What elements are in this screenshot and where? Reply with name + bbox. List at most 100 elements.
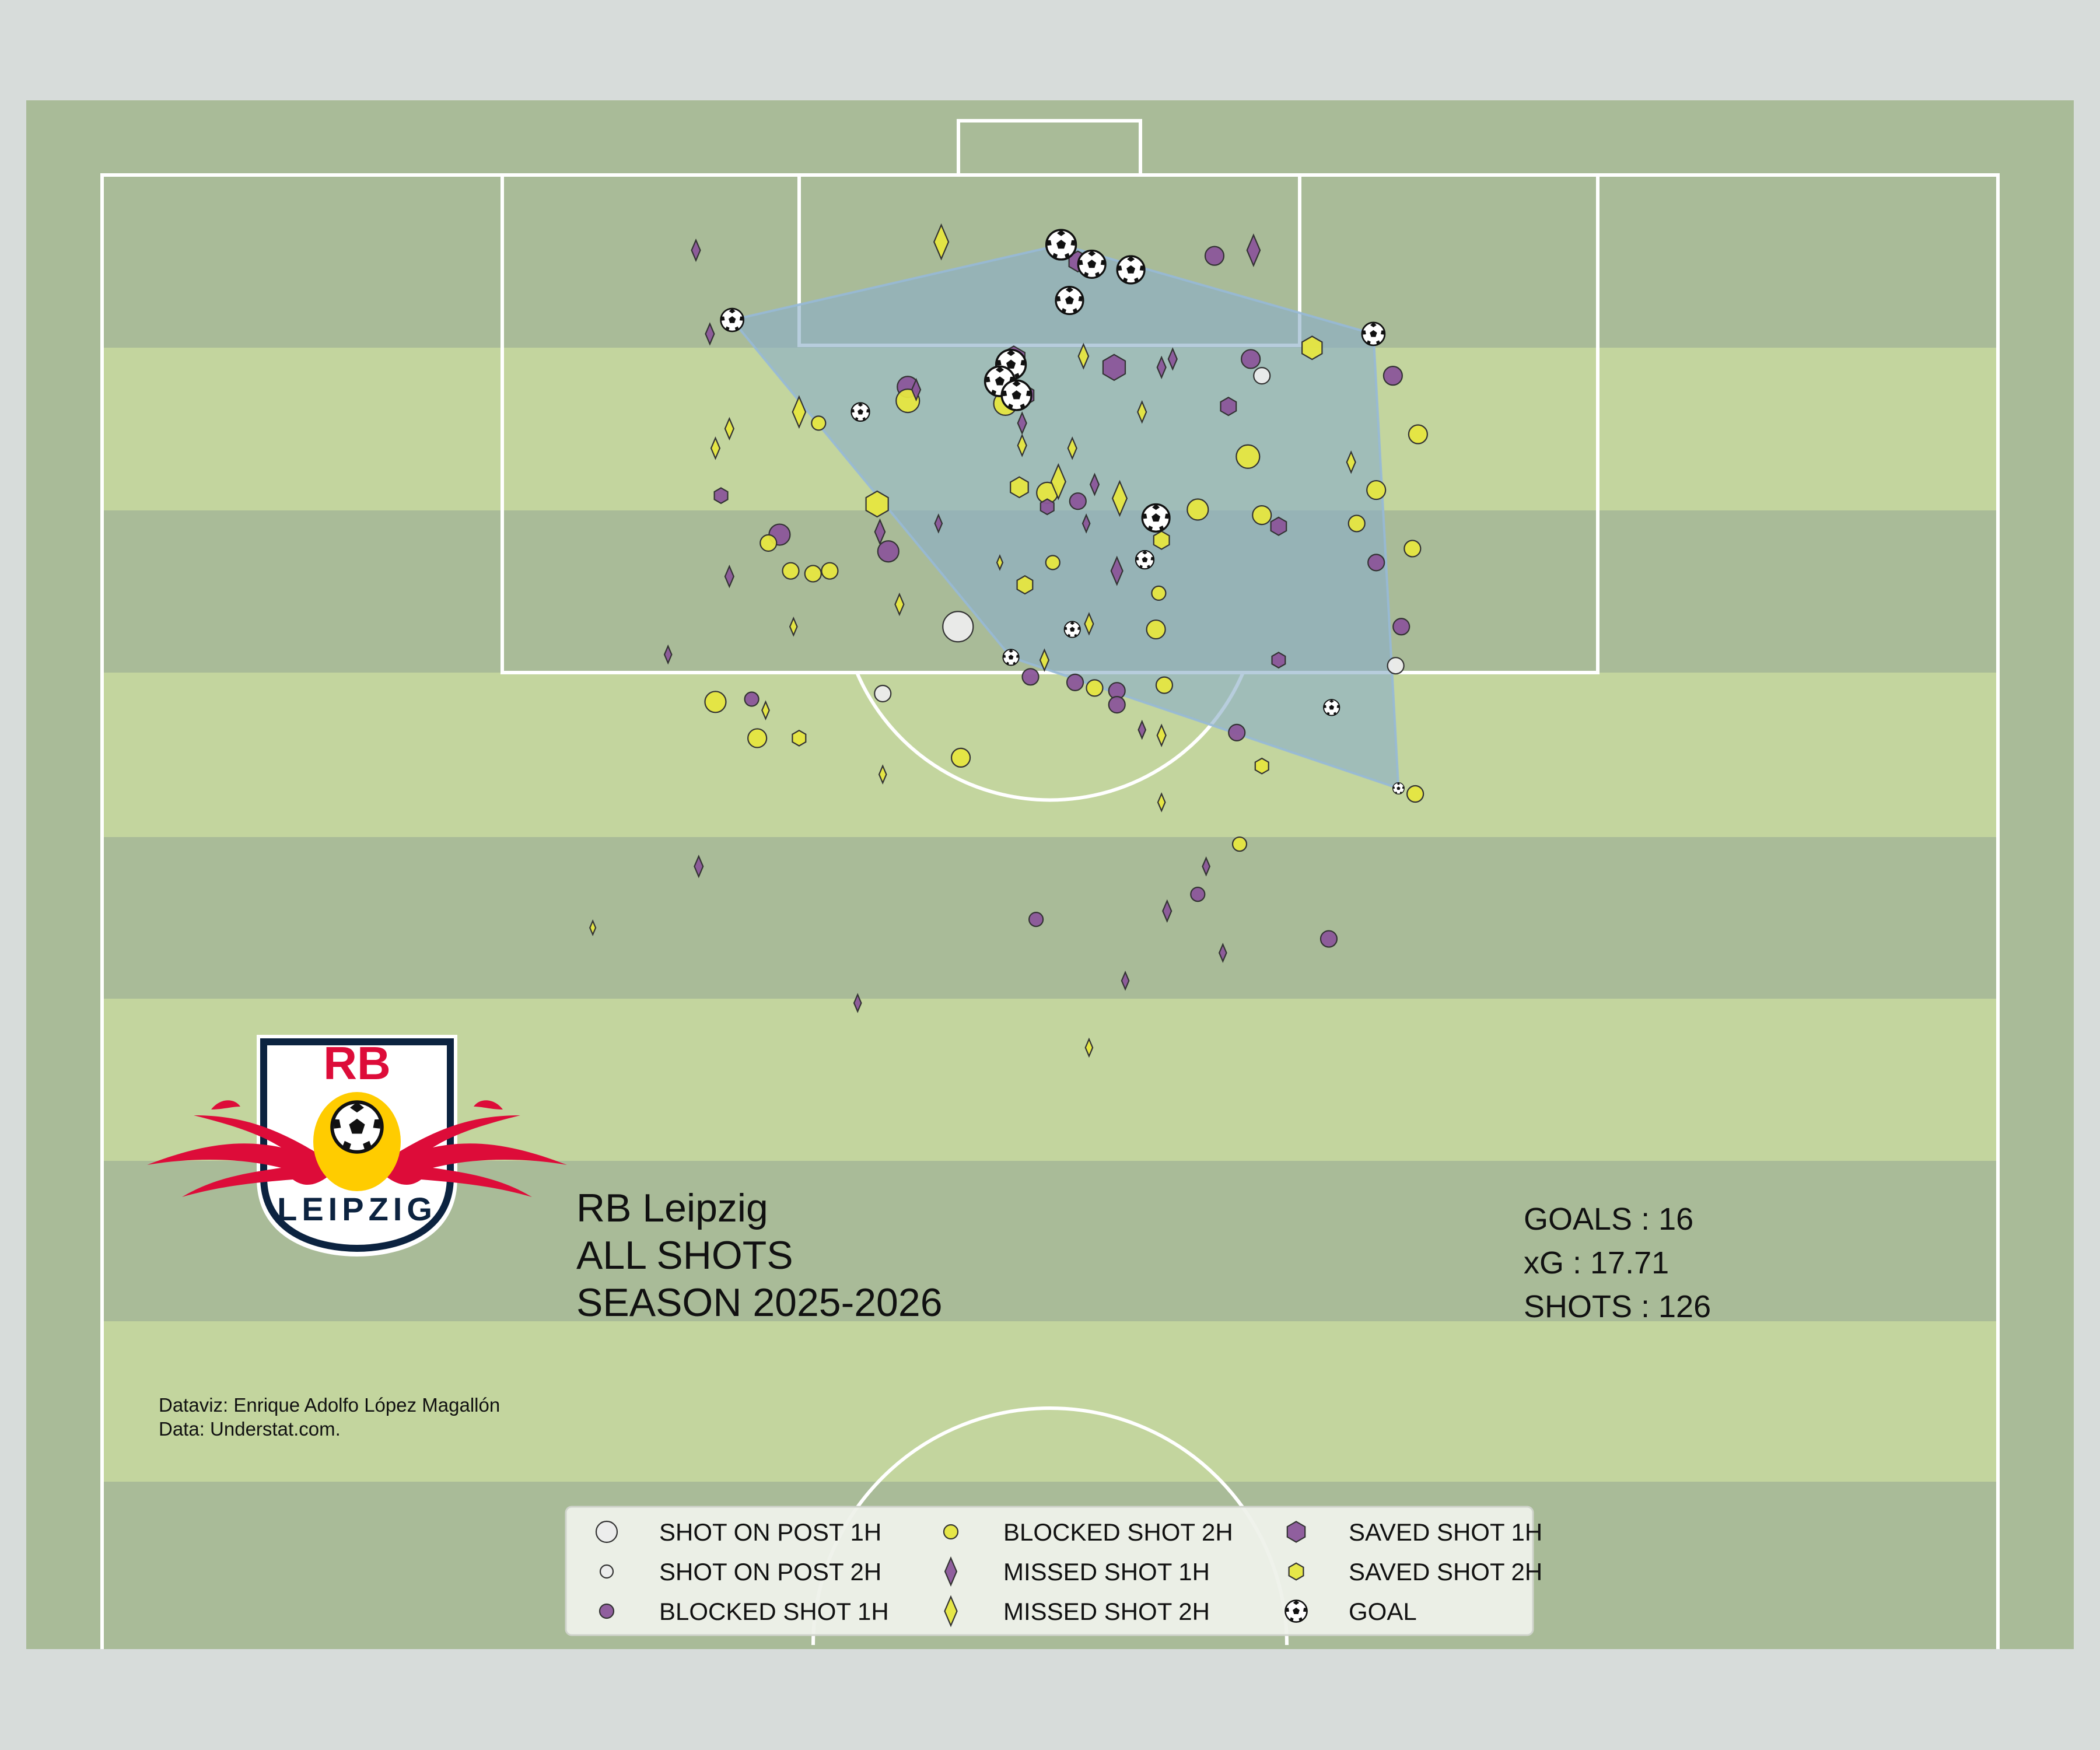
shot-marker-blocked2	[1252, 505, 1272, 526]
legend-marker-missed1	[944, 1556, 958, 1587]
shot-marker-missed1	[1156, 355, 1167, 379]
title-team: RB Leipzig	[576, 1186, 768, 1230]
shot-marker-missed1	[1082, 513, 1091, 534]
shot-marker-blocked1	[744, 691, 760, 707]
stats-block: GOALS : 16 xG : 17.71 SHOTS : 126	[1524, 1202, 1711, 1324]
legend-label-post2: SHOT ON POST 2H	[659, 1558, 881, 1586]
stat-goals: GOALS : 16	[1524, 1202, 1693, 1237]
shot-marker-saved2	[865, 490, 889, 518]
shot-marker-blocked1	[1021, 668, 1040, 686]
shot-marker-blocked2	[1236, 444, 1261, 469]
shot-marker-blocked2	[950, 747, 971, 768]
shot-marker-post1	[942, 611, 974, 643]
stat-shots: SHOTS : 126	[1524, 1289, 1711, 1324]
shot-marker-missed2	[1111, 480, 1128, 517]
shot-marker-missed1	[1162, 899, 1172, 923]
shot-marker-saved1	[1220, 397, 1237, 416]
shot-marker-missed1	[694, 855, 704, 878]
shot-marker-saved1	[1102, 354, 1126, 382]
shot-marker-blocked2	[1151, 585, 1167, 601]
shot-marker-blocked2	[811, 415, 827, 431]
logo-wordmark: LEIPZIG	[277, 1191, 437, 1227]
shot-marker-goal	[1135, 550, 1155, 570]
legend-label-blocked1: BLOCKED SHOT 1H	[659, 1598, 889, 1625]
shot-marker-missed1	[663, 644, 673, 665]
shot-marker-missed1	[1218, 943, 1227, 963]
title-season: SEASON 2025-2026	[576, 1280, 943, 1325]
shot-marker-blocked1	[1228, 723, 1246, 741]
pitch-stripe-4	[102, 673, 1998, 837]
shot-marker-blocked2	[1406, 785, 1424, 803]
shot-marker-missed2	[894, 592, 905, 617]
shot-marker-missed1	[1138, 719, 1147, 740]
credits: Dataviz: Enrique Adolfo López Magallón D…	[159, 1394, 500, 1440]
shot-marker-blocked2	[1404, 540, 1422, 558]
logo-wing-left	[147, 1100, 328, 1197]
pitch-stripe-8	[102, 1321, 1998, 1482]
shot-marker-goal	[1141, 503, 1171, 533]
logo-letters: RB	[323, 1037, 391, 1089]
shot-marker-blocked1	[1320, 930, 1338, 948]
shot-marker-missed2	[1157, 792, 1166, 813]
page-bottom-margin	[0, 1649, 2100, 1750]
shot-marker-saved2	[792, 729, 807, 747]
shot-marker-missed1	[853, 993, 862, 1013]
shot-marker-saved1	[1271, 652, 1286, 669]
shot-marker-missed1	[1121, 970, 1130, 991]
shot-marker-saved1	[713, 487, 729, 505]
shot-marker-blocked1	[1069, 492, 1087, 510]
shot-marker-saved2	[1301, 335, 1323, 360]
shot-marker-saved1	[1270, 516, 1287, 536]
shot-marker-missed1	[691, 238, 701, 262]
shot-marker-post2	[1387, 657, 1405, 675]
shot-markers	[589, 223, 1428, 1058]
shot-marker-missed1	[705, 322, 715, 346]
logo-ball-icon	[332, 1102, 382, 1152]
shot-marker-missed2	[1039, 648, 1050, 672]
shot-marker-post2	[874, 684, 892, 703]
title-subtitle: ALL SHOTS	[576, 1233, 793, 1278]
legend-marker-saved1	[1286, 1521, 1306, 1543]
shot-marker-saved2	[1016, 575, 1034, 595]
shot-marker-blocked2	[804, 565, 822, 583]
shot-marker-blocked1	[1066, 673, 1084, 691]
shot-marker-saved1	[1040, 498, 1055, 516]
penalty-arc	[855, 671, 1245, 802]
shot-marker-goal	[1077, 249, 1107, 279]
shot-marker-blocked2	[1231, 836, 1248, 852]
legend-marker-blocked1	[598, 1603, 615, 1619]
shot-marker-missed2	[789, 616, 798, 637]
shot-marker-blocked1	[877, 540, 900, 563]
shot-marker-blocked2	[782, 562, 800, 580]
shot-marker-saved2	[1254, 757, 1269, 775]
shot-marker-goal	[1323, 699, 1340, 716]
shot-marker-missed2	[878, 764, 887, 785]
shot-marker-missed2	[1017, 433, 1027, 457]
legend-label-saved1: SAVED SHOT 1H	[1349, 1518, 1542, 1546]
shot-marker-blocked2	[1086, 679, 1104, 697]
shot-marker-blocked1	[1108, 695, 1126, 714]
club-logo: RB LEIPZIG	[147, 1035, 567, 1256]
shot-marker-missed1	[874, 518, 886, 545]
shot-marker-post2	[1253, 367, 1271, 385]
legend-marker-post2	[599, 1564, 614, 1579]
shot-marker-blocked1	[1367, 554, 1385, 572]
shot-marker-blocked1	[1382, 366, 1403, 386]
shot-marker-goal	[1063, 621, 1081, 638]
shot-marker-missed1	[1167, 347, 1178, 371]
stat-xg: xG : 17.71	[1524, 1245, 1669, 1280]
shot-marker-missed2	[1156, 723, 1167, 747]
pitch-stripe-5	[102, 837, 1998, 999]
legend-marker-missed2	[944, 1595, 958, 1628]
shot-marker-goal	[720, 307, 745, 332]
shot-marker-blocked2	[704, 691, 727, 713]
legend-label-blocked2: BLOCKED SHOT 2H	[1003, 1518, 1233, 1546]
shot-marker-missed2	[1084, 1037, 1094, 1058]
title-block: RB Leipzig ALL SHOTS SEASON 2025-2026	[576, 1186, 943, 1325]
shot-marker-missed2	[1067, 436, 1077, 460]
shot-marker-goal	[1392, 782, 1405, 794]
shot-marker-blocked2	[1366, 480, 1387, 501]
shot-marker-missed2	[589, 919, 597, 936]
shot-marker-missed2	[1084, 612, 1094, 636]
